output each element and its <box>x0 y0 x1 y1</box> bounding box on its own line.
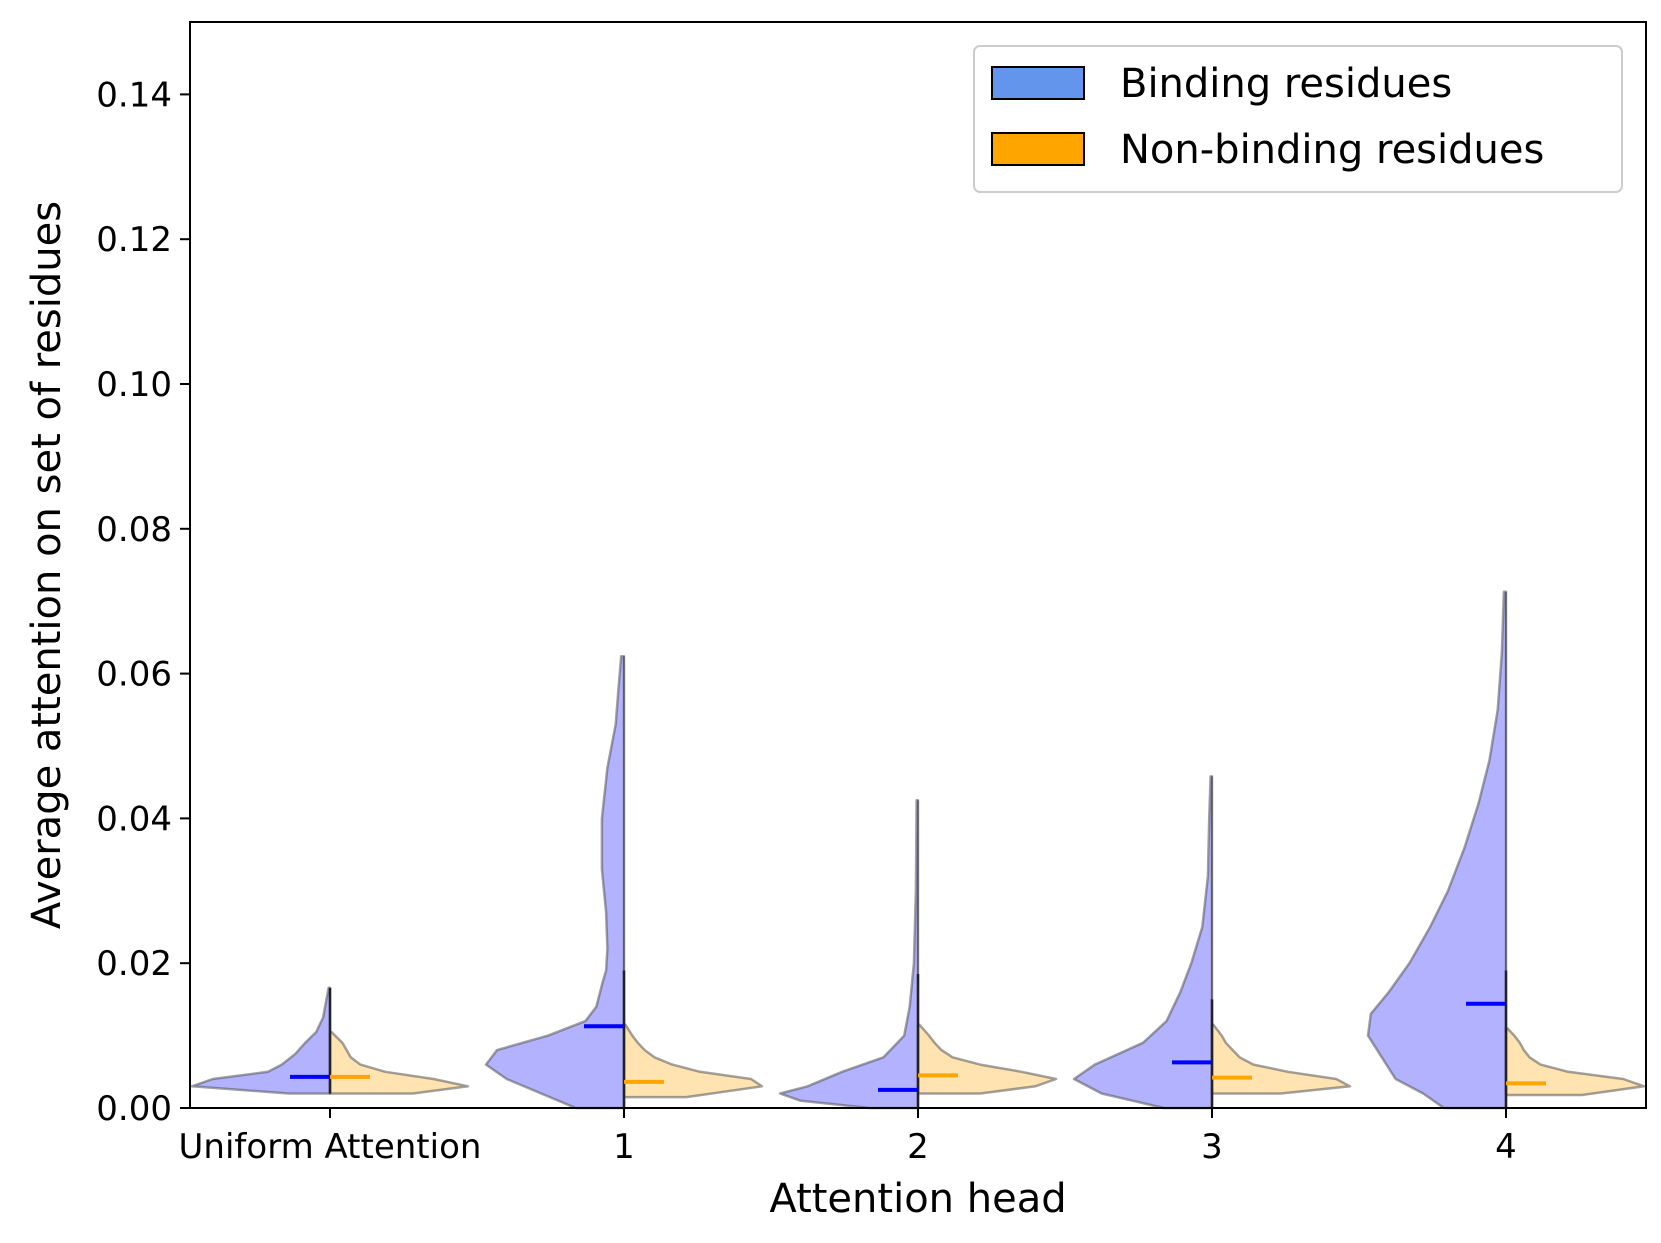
binding-violin-2 <box>778 799 920 1110</box>
y-tick-label: 0.06 <box>96 655 172 695</box>
x-tick-label: 3 <box>1201 1127 1223 1167</box>
legend-box <box>973 45 1623 193</box>
legend-label-binding: Binding residues <box>1120 61 1452 107</box>
non-binding-violin-2 <box>916 1023 1058 1095</box>
means-layer <box>290 1001 1546 1092</box>
binding-violin-4 <box>1366 590 1508 1110</box>
non-binding-violin-1 <box>622 1023 764 1099</box>
y-tick-label: 0.00 <box>96 1089 172 1129</box>
binding-violin-3 <box>1072 775 1214 1110</box>
x-tick-label: Uniform Attention <box>179 1127 482 1167</box>
binding-violin-1 <box>484 654 626 1110</box>
legend: Binding residues Non-binding residues <box>973 45 1623 193</box>
y-axis: 0.00 0.02 0.04 0.06 0.08 0.10 0.12 0.14 <box>96 75 190 1129</box>
y-tick-label: 0.14 <box>96 75 172 115</box>
y-tick-label: 0.02 <box>96 944 172 984</box>
whiskers-layer <box>328 591 1508 1108</box>
y-tick-label: 0.08 <box>96 510 172 550</box>
y-tick-label: 0.12 <box>96 220 172 260</box>
y-tick-label: 0.10 <box>96 365 172 405</box>
non-binding-violin-3 <box>1210 1023 1352 1095</box>
y-axis-title: Average attention on set of residues <box>24 201 70 929</box>
x-axis: Uniform Attention 1 2 3 4 <box>179 1108 1517 1167</box>
legend-swatch-non-binding <box>991 132 1085 166</box>
binding-violin-0 <box>190 986 332 1095</box>
y-tick-label: 0.04 <box>96 799 172 839</box>
violins-layer <box>190 590 1646 1110</box>
x-axis-title: Attention head <box>769 1176 1066 1222</box>
non-binding-violin-4 <box>1504 1027 1646 1097</box>
non-binding-violin-0 <box>328 1030 470 1095</box>
x-tick-label: 2 <box>907 1127 929 1167</box>
x-tick-label: 4 <box>1495 1127 1517 1167</box>
legend-label-non-binding: Non-binding residues <box>1120 127 1544 173</box>
legend-swatch-binding <box>991 66 1085 100</box>
x-tick-label: 1 <box>613 1127 635 1167</box>
